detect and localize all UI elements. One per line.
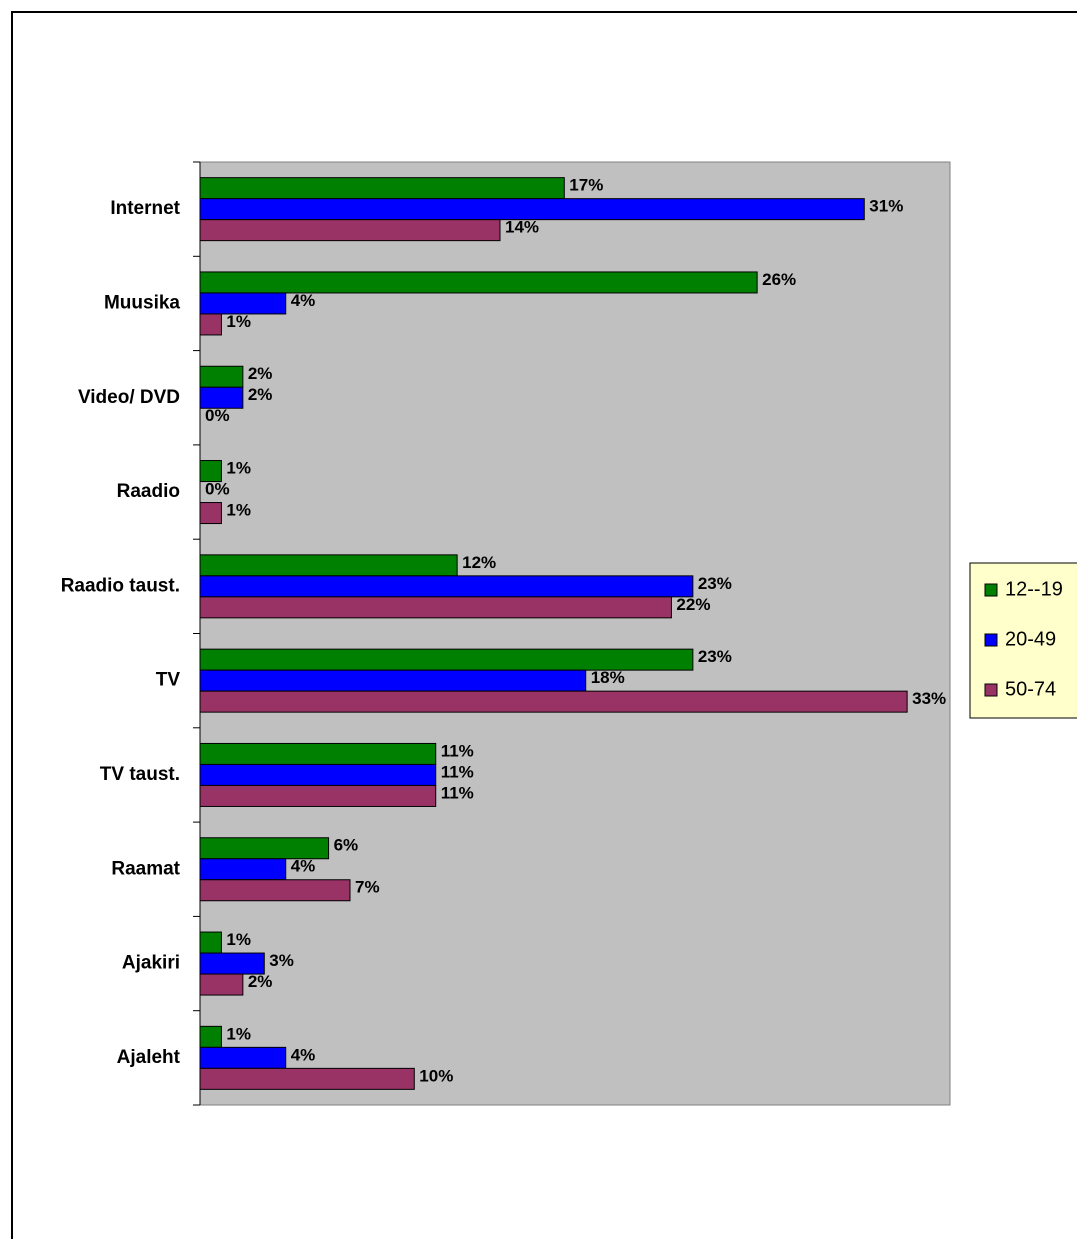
data-label: 4%	[291, 291, 316, 310]
plot-area	[199, 161, 951, 1106]
data-label: 4%	[291, 857, 316, 876]
y-tick-label: Ajakiri	[122, 953, 180, 974]
legend-swatch	[984, 683, 998, 697]
y-tick-label: TV taust.	[100, 764, 180, 785]
data-label: 7%	[355, 878, 380, 897]
data-label: 10%	[419, 1066, 453, 1085]
bar	[199, 271, 758, 294]
bar	[199, 313, 222, 336]
y-tick-label: Raadio	[117, 481, 180, 502]
bar	[199, 931, 222, 954]
data-label: 11%	[441, 762, 474, 781]
bar	[199, 1025, 222, 1048]
y-tick-label: Raadio taust.	[61, 575, 180, 596]
data-label: 4%	[291, 1045, 316, 1064]
data-label: 18%	[591, 668, 625, 687]
data-label: 1%	[226, 459, 251, 478]
bar	[199, 973, 244, 996]
data-label: 0%	[205, 480, 230, 499]
bar	[199, 1067, 415, 1090]
data-label: 33%	[912, 689, 946, 708]
bar	[199, 365, 244, 388]
data-label: 23%	[698, 647, 732, 666]
y-tick-label: Video/ DVD	[78, 387, 180, 408]
bar	[199, 596, 672, 619]
bar	[199, 669, 587, 692]
bar	[199, 386, 244, 409]
data-label: 26%	[762, 270, 796, 289]
legend-label: 12--19	[1005, 578, 1063, 600]
bar	[199, 879, 351, 902]
y-tick-label: Muusika	[104, 292, 180, 313]
data-label: 1%	[226, 930, 251, 949]
data-label: 22%	[676, 595, 710, 614]
data-label: 6%	[334, 836, 359, 855]
bar	[199, 198, 865, 221]
bar	[199, 1046, 287, 1069]
bar	[199, 575, 694, 598]
legend-label: 50-74	[1005, 678, 1056, 700]
data-label: 11%	[441, 741, 474, 760]
data-label: 2%	[248, 385, 273, 404]
bar	[199, 219, 501, 242]
legend-label: 20-49	[1005, 628, 1056, 650]
legend-swatch	[984, 633, 998, 647]
y-tick-label: TV	[156, 670, 181, 691]
bar	[199, 460, 222, 483]
legend-swatch	[984, 583, 998, 597]
bar	[199, 858, 287, 881]
data-label: 3%	[269, 951, 294, 970]
data-label: 14%	[505, 218, 539, 237]
bar	[199, 177, 565, 200]
data-label: 2%	[248, 972, 273, 991]
data-label: 1%	[226, 312, 251, 331]
data-label: 31%	[869, 197, 903, 216]
data-label: 1%	[226, 1024, 251, 1043]
data-label: 11%	[441, 783, 474, 802]
bar	[199, 690, 908, 713]
bar	[199, 952, 265, 975]
bar	[199, 742, 437, 765]
data-label: 0%	[205, 406, 230, 425]
data-label: 1%	[226, 501, 251, 520]
bar	[199, 837, 330, 860]
data-label: 12%	[462, 553, 496, 572]
data-label: 2%	[248, 364, 273, 383]
data-label: 17%	[569, 176, 603, 195]
bar	[199, 502, 222, 525]
y-tick-label: Internet	[110, 198, 180, 219]
bar	[199, 763, 437, 786]
bar	[199, 784, 437, 807]
y-tick-label: Ajaleht	[117, 1047, 181, 1068]
bar	[199, 554, 458, 577]
bar	[199, 292, 287, 315]
bar	[199, 648, 694, 671]
data-label: 23%	[698, 574, 732, 593]
y-tick-label: Raamat	[111, 858, 180, 879]
